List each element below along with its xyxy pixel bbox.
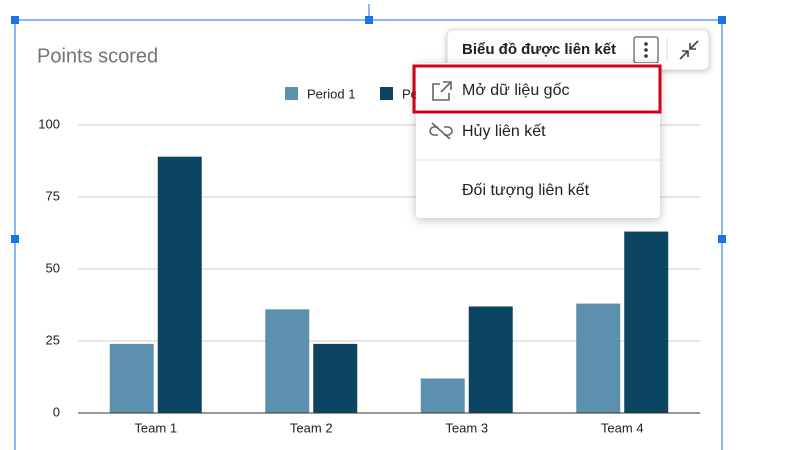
resize-handle[interactable]	[718, 235, 726, 243]
x-tick-label: Team 2	[290, 420, 333, 435]
bar	[624, 231, 669, 413]
menu-item[interactable]: Đối tượng liên kết	[462, 182, 590, 199]
bar	[109, 343, 154, 413]
legend-label: Period 1	[307, 86, 355, 101]
legend-swatch	[380, 87, 393, 100]
bar	[468, 306, 513, 413]
menu-box	[416, 63, 660, 218]
resize-handle[interactable]	[11, 235, 19, 243]
resize-handle[interactable]	[365, 16, 373, 24]
menu-item-label: Đối tượng liên kết	[462, 182, 590, 199]
collapse-button[interactable]	[679, 40, 699, 60]
bar	[313, 343, 358, 413]
menu-item-label: Mở dữ liệu gốc	[462, 82, 569, 99]
y-tick-label: 25	[46, 332, 60, 347]
open-icon	[432, 81, 452, 101]
highlight-box	[412, 64, 662, 114]
menu-item[interactable]: Mở dữ liệu gốc	[432, 81, 569, 101]
chart-title: Points scored	[37, 45, 158, 67]
selection-frame	[11, 4, 726, 450]
resize-handle[interactable]	[11, 16, 19, 24]
bar	[157, 156, 202, 413]
x-tick-label: Team 4	[601, 420, 644, 435]
y-tick-label: 0	[53, 404, 60, 419]
x-tick-label: Team 3	[445, 420, 488, 435]
dropdown-menu: Mở dữ liệu gốc Hủy liên kết Đối tượng li…	[412, 63, 662, 218]
unlink-icon	[429, 122, 453, 140]
resize-handle[interactable]	[718, 16, 726, 24]
linked-toolbar: Biểu đồ được liên kết	[446, 29, 710, 71]
bar	[420, 378, 465, 413]
x-tick-label: Team 1	[134, 420, 177, 435]
y-tick-label: 75	[46, 188, 60, 203]
bar	[265, 309, 310, 413]
y-tick-label: 50	[46, 260, 60, 275]
toolbar-label: Biểu đồ được liên kết	[462, 41, 616, 58]
bar	[576, 303, 621, 413]
legend-swatch	[285, 87, 298, 100]
y-tick-label: 100	[38, 116, 60, 131]
more-icon	[644, 42, 648, 58]
menu-item[interactable]: Hủy liên kết	[429, 122, 546, 140]
menu-item-label: Hủy liên kết	[462, 123, 546, 140]
